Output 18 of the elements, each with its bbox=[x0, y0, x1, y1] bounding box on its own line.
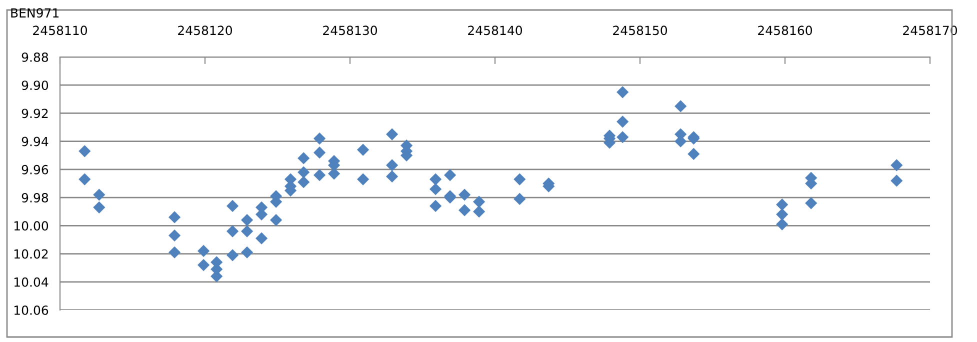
y-tick-label: 10.04 bbox=[14, 277, 48, 287]
y-tick-label: 10.00 bbox=[14, 221, 48, 231]
y-tick-label: 9.98 bbox=[22, 193, 48, 202]
y-tick-label: 9.94 bbox=[22, 136, 48, 146]
y-tick-label: 10.02 bbox=[14, 249, 48, 259]
y-tick-label: 9.90 bbox=[22, 80, 48, 90]
x-tick-label: 2458120 bbox=[178, 26, 232, 36]
x-tick-label: 2458150 bbox=[613, 26, 668, 36]
chart-title: BEN971 bbox=[11, 8, 59, 18]
y-tick-label: 10.06 bbox=[14, 305, 48, 315]
x-tick-label: 2458130 bbox=[323, 26, 378, 36]
x-tick-label: 2458160 bbox=[758, 26, 812, 36]
x-tick-label: 2458140 bbox=[468, 26, 522, 36]
y-tick-label: 9.96 bbox=[22, 164, 48, 174]
y-tick-label: 9.88 bbox=[22, 52, 48, 62]
y-tick-label: 9.92 bbox=[22, 108, 48, 118]
x-tick-label: 2458110 bbox=[33, 26, 88, 36]
x-tick-label: 2458170 bbox=[903, 26, 958, 36]
